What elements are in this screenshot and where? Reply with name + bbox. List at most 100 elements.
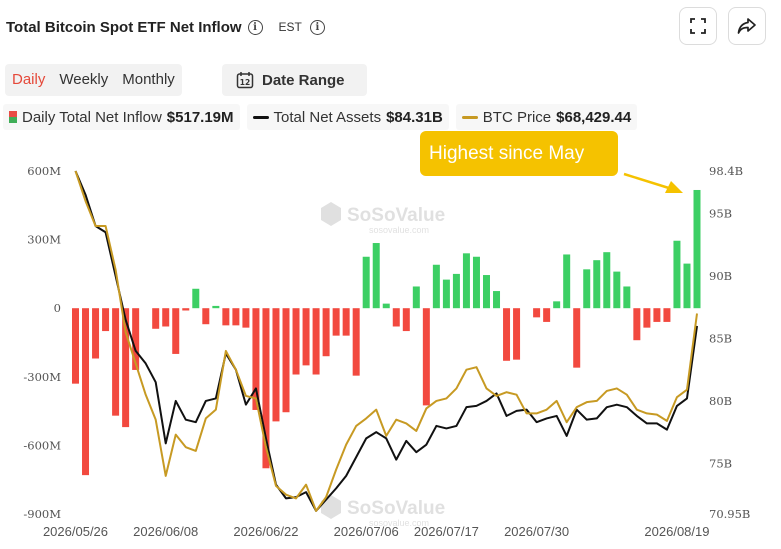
inflow-bar[interactable]: [242, 308, 250, 328]
inflow-bar[interactable]: [412, 286, 420, 309]
inflow-bar[interactable]: [232, 308, 240, 326]
legend-inflow[interactable]: Daily Total Net Inflow $517.19M: [3, 104, 240, 130]
inflow-bar[interactable]: [493, 291, 501, 309]
inflow-bar[interactable]: [202, 308, 210, 325]
x-tick: 2026/06/22: [233, 524, 298, 539]
inflow-bar[interactable]: [673, 240, 681, 309]
legend-assets-value: $84.31B: [386, 108, 443, 126]
inflow-bar[interactable]: [162, 308, 170, 327]
tab-weekly[interactable]: Weekly: [59, 71, 109, 88]
date-range-button[interactable]: 12 Date Range: [222, 64, 367, 96]
inflow-bar[interactable]: [352, 308, 360, 376]
inflow-bar[interactable]: [182, 308, 190, 311]
inflow-bar[interactable]: [92, 308, 100, 359]
inflow-bar[interactable]: [683, 263, 691, 309]
left-axis: 600M 300M 0 -300M -600M -900M: [23, 164, 61, 521]
inflow-bar[interactable]: [543, 308, 551, 322]
inflow-bar[interactable]: [422, 308, 430, 406]
inflow-bar[interactable]: [513, 308, 521, 360]
price-swatch: [461, 115, 478, 119]
watermark-url: sosovalue.com: [369, 225, 429, 235]
inflow-bar[interactable]: [663, 308, 671, 322]
share-button[interactable]: [728, 7, 766, 45]
inflow-bar[interactable]: [372, 243, 380, 309]
watermarks: SoSoValuesosovalue.comSoSoValuesosovalue…: [321, 202, 445, 528]
calendar-icon: 12: [236, 72, 254, 89]
y-right-tick: 98.4B: [709, 164, 743, 178]
tab-daily[interactable]: Daily: [12, 71, 46, 88]
legend-price[interactable]: BTC Price $68,429.44: [455, 104, 638, 130]
inflow-bar[interactable]: [593, 260, 601, 309]
x-tick: 2026/06/08: [133, 524, 198, 539]
inflow-bar[interactable]: [623, 286, 631, 309]
legend-assets[interactable]: Total Net Assets $84.31B: [246, 104, 449, 130]
inflow-bar[interactable]: [362, 256, 370, 309]
inflow-bar[interactable]: [402, 308, 410, 332]
inflow-bar[interactable]: [172, 308, 180, 354]
legend-price-value: $68,429.44: [556, 108, 632, 126]
calendar-day: 12: [240, 78, 250, 87]
total-net-assets-line[interactable]: [74, 170, 698, 512]
y-right-tick: 85B: [709, 331, 732, 345]
inflow-bar[interactable]: [462, 253, 470, 309]
inflow-bar[interactable]: [392, 308, 400, 327]
inflow-bar[interactable]: [693, 189, 701, 309]
inflow-bar[interactable]: [72, 308, 79, 384]
inflow-bar[interactable]: [332, 308, 340, 336]
inflow-bar[interactable]: [653, 308, 661, 322]
inflow-bar[interactable]: [82, 308, 90, 476]
inflow-bar[interactable]: [553, 301, 561, 309]
inflow-bar[interactable]: [503, 308, 511, 361]
inflow-bar[interactable]: [322, 308, 330, 357]
y-right-tick: 90B: [709, 269, 732, 283]
watermark-brand: SoSoValue: [347, 205, 445, 226]
tab-monthly[interactable]: Monthly: [122, 71, 175, 88]
inflow-bar[interactable]: [613, 271, 621, 309]
inflow-bar[interactable]: [633, 308, 641, 341]
x-tick: 2026/07/30: [504, 524, 569, 539]
legend-price-label: BTC Price: [482, 108, 552, 126]
inflow-bar[interactable]: [342, 308, 350, 336]
inflow-bar[interactable]: [222, 308, 230, 326]
inflow-bar[interactable]: [272, 308, 280, 422]
x-tick: 2026/05/26: [43, 524, 108, 539]
inflow-bar[interactable]: [382, 303, 390, 309]
inflow-bar[interactable]: [192, 288, 200, 309]
assets-swatch: [252, 115, 269, 119]
inflow-bar[interactable]: [482, 275, 490, 309]
inflow-bar[interactable]: [152, 308, 160, 329]
inflow-bar[interactable]: [102, 308, 110, 332]
inflow-bar[interactable]: [432, 264, 440, 309]
inflow-bar[interactable]: [132, 308, 140, 370]
inflow-bar[interactable]: [292, 308, 300, 375]
legend-inflow-value: $517.19M: [166, 108, 234, 126]
inflow-bar[interactable]: [112, 308, 120, 416]
inflow-bar[interactable]: [583, 269, 591, 309]
y-left-tick: -300M: [23, 370, 61, 384]
arrow-shaft: [623, 172, 673, 191]
inflow-bar[interactable]: [122, 308, 130, 428]
fullscreen-button[interactable]: [679, 7, 717, 45]
btc-price-line[interactable]: [74, 170, 698, 512]
info-icon[interactable]: i: [247, 19, 263, 35]
y-right-tick: 80B: [709, 394, 732, 408]
inflow-bar[interactable]: [262, 308, 270, 469]
inflow-swatch: [9, 111, 17, 123]
inflow-bar[interactable]: [573, 308, 581, 368]
inflow-bar[interactable]: [212, 305, 220, 309]
inflow-bar[interactable]: [643, 308, 651, 328]
y-right-tick: 95B: [709, 206, 732, 220]
inflow-bar[interactable]: [312, 308, 320, 375]
inflow-bar[interactable]: [603, 252, 611, 309]
inflow-bar[interactable]: [452, 273, 460, 309]
legend: Daily Total Net Inflow $517.19M Total Ne…: [3, 104, 638, 130]
timezone-info-icon[interactable]: i: [309, 19, 325, 35]
inflow-bar[interactable]: [302, 308, 310, 366]
inflow-bar[interactable]: [472, 256, 480, 309]
inflow-bar[interactable]: [442, 279, 450, 309]
inflow-bar[interactable]: [282, 308, 290, 413]
inflow-bar[interactable]: [533, 308, 541, 318]
timezone-label: EST: [278, 20, 302, 34]
inflow-bar[interactable]: [252, 308, 260, 410]
inflow-bar[interactable]: [563, 254, 571, 309]
